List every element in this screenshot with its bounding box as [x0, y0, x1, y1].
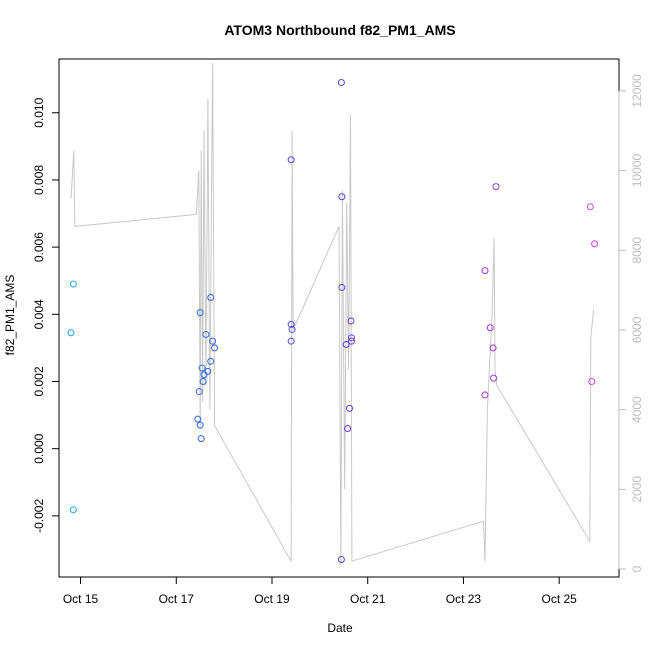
data-point: [344, 425, 352, 433]
data-point: [586, 203, 594, 211]
points-group: [67, 79, 599, 564]
data-point: [196, 309, 204, 317]
x-axis-label: Date: [327, 621, 353, 635]
y2-tick-label: 2000: [630, 476, 644, 503]
y2-tick-label: 6000: [630, 316, 644, 343]
data-point: [287, 156, 295, 164]
y2-tick-label: 0: [630, 565, 644, 572]
data-point: [207, 294, 215, 302]
data-point: [197, 435, 205, 443]
data-point: [492, 183, 500, 191]
data-point: [337, 79, 345, 87]
data-point: [288, 325, 296, 333]
y-axis-right: 0 2000 4000 6000 8000 10000 12000: [618, 74, 644, 572]
data-point: [199, 377, 207, 385]
x-tick-label: Oct 17: [159, 592, 195, 606]
x-axis: Oct 15 Oct 17 Oct 19 Oct 21 Oct 23 Oct 25: [63, 576, 577, 606]
data-point: [209, 337, 217, 345]
y-tick-label: 0.006: [32, 232, 46, 262]
data-point: [338, 193, 346, 201]
y-tick-label: 0.002: [32, 366, 46, 396]
y-axis-left: -0.002 0.000 0.002 0.004 0.006 0.008 0.010: [32, 97, 60, 533]
data-point: [287, 337, 295, 345]
plot-frame: [58, 58, 620, 578]
data-point: [347, 334, 355, 342]
data-point: [204, 367, 212, 375]
data-point: [481, 391, 489, 399]
data-point: [486, 324, 494, 332]
data-point: [287, 320, 295, 328]
data-point: [347, 337, 355, 345]
data-point: [338, 283, 346, 291]
y2-tick-label: 4000: [630, 396, 644, 423]
data-point: [198, 364, 206, 372]
data-point: [489, 344, 497, 352]
data-point: [202, 330, 210, 338]
x-tick-label: Oct 23: [446, 592, 482, 606]
data-point: [337, 556, 345, 564]
x-tick-label: Oct 19: [254, 592, 290, 606]
y-tick-label: 0.010: [32, 97, 46, 127]
data-point: [346, 404, 354, 412]
y2-tick-label: 10000: [630, 154, 644, 188]
data-point: [490, 374, 498, 382]
data-point: [69, 506, 77, 514]
secondary-series-group: [70, 62, 595, 566]
data-point: [588, 377, 596, 385]
y-tick-label: 0.008: [32, 165, 46, 195]
data-point: [67, 329, 75, 337]
data-point: [207, 357, 215, 365]
x-tick-label: Oct 21: [350, 592, 386, 606]
x-tick-label: Oct 25: [541, 592, 577, 606]
data-point: [196, 421, 204, 429]
y2-tick-label: 8000: [630, 237, 644, 264]
data-point: [195, 388, 203, 396]
y-tick-label: -0.002: [32, 499, 46, 533]
data-point: [69, 280, 77, 288]
data-point: [211, 344, 219, 352]
data-point: [342, 341, 350, 349]
secondary-series-line: [70, 62, 595, 566]
x-tick-label: Oct 15: [63, 592, 99, 606]
data-point: [347, 317, 355, 325]
y2-tick-label: 12000: [630, 74, 644, 108]
y-tick-label: 0.004: [32, 299, 46, 329]
data-point: [591, 240, 599, 248]
chart-title: ATOM3 Northbound f82_PM1_AMS: [224, 22, 455, 38]
y-tick-label: 0.000: [32, 433, 46, 463]
data-point: [194, 415, 202, 423]
data-point: [481, 267, 489, 275]
y-axis-label: f82_PM1_AMS: [3, 275, 17, 356]
